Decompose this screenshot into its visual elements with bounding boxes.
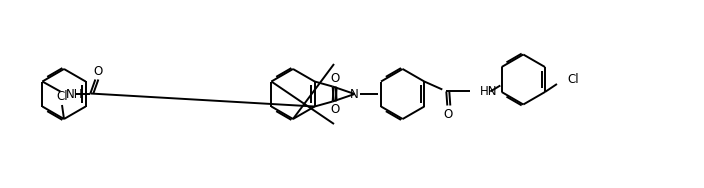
Text: NH: NH — [66, 88, 84, 101]
Text: O: O — [94, 65, 103, 78]
Text: O: O — [444, 108, 453, 121]
Text: O: O — [330, 72, 339, 85]
Text: HN: HN — [480, 85, 498, 98]
Text: N: N — [351, 87, 359, 101]
Text: Cl: Cl — [56, 90, 68, 104]
Text: O: O — [330, 103, 339, 116]
Text: Cl: Cl — [567, 74, 579, 86]
